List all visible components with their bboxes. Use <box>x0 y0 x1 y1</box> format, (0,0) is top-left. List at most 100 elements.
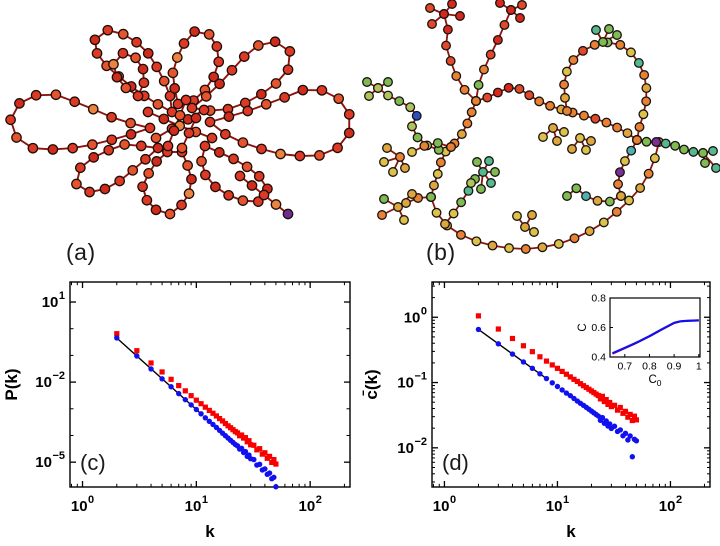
node <box>487 240 498 251</box>
node <box>27 142 39 154</box>
data-point <box>529 365 536 372</box>
data-point <box>603 418 609 424</box>
node <box>106 111 117 123</box>
node <box>482 92 493 103</box>
node <box>545 100 556 111</box>
node <box>47 144 59 155</box>
data-point <box>617 427 624 433</box>
node <box>473 79 484 90</box>
node <box>103 144 115 156</box>
node <box>503 82 514 93</box>
data-point <box>537 354 543 360</box>
node <box>581 145 591 155</box>
network-diagram-a <box>5 24 355 220</box>
tick-label: 102 <box>659 494 682 515</box>
node <box>211 41 223 52</box>
node <box>632 135 642 145</box>
node <box>210 181 221 193</box>
node <box>411 110 422 121</box>
node <box>407 147 417 157</box>
data-point <box>537 371 543 377</box>
node <box>598 37 608 47</box>
data-point <box>216 415 223 422</box>
node <box>560 92 570 103</box>
inset-plot: 0.7 0.8 0.9 1 0.4 0.6 0.8 C C0 <box>577 293 702 389</box>
node <box>492 35 503 45</box>
node <box>382 143 392 153</box>
node <box>562 191 572 201</box>
node <box>445 56 456 66</box>
node <box>512 211 522 221</box>
node <box>405 102 416 113</box>
node <box>441 40 452 51</box>
node <box>456 197 467 208</box>
node <box>241 161 253 173</box>
node <box>569 233 580 244</box>
data-point <box>202 404 208 410</box>
data-point <box>134 353 140 359</box>
node <box>67 142 79 154</box>
data-point <box>234 430 241 436</box>
tick-label: 10−1 <box>397 371 427 392</box>
data-point <box>554 365 561 371</box>
inset-y-tick-label: 0.6 <box>591 322 606 334</box>
node <box>619 156 630 167</box>
data-point <box>257 446 263 452</box>
node <box>343 108 355 120</box>
data-point <box>583 384 589 391</box>
inset-x-tick-label: 0.7 <box>617 361 632 373</box>
node <box>71 178 82 190</box>
node <box>641 83 652 94</box>
data-point <box>622 408 629 414</box>
node <box>164 208 176 220</box>
data-point <box>622 430 629 436</box>
tick-label: 10−5 <box>35 450 65 471</box>
node <box>88 152 100 163</box>
node <box>660 138 671 149</box>
node <box>586 136 596 146</box>
node <box>515 13 525 23</box>
node <box>592 195 603 206</box>
data-point <box>256 461 263 468</box>
node <box>412 132 423 143</box>
y-axis-label: P(k) <box>2 368 21 400</box>
node <box>119 139 130 150</box>
node <box>223 111 235 122</box>
node <box>190 112 202 124</box>
blue-circles-series <box>114 335 279 490</box>
node <box>102 24 114 36</box>
node <box>111 71 123 83</box>
node <box>198 104 210 116</box>
data-point <box>188 402 194 408</box>
node <box>604 24 614 34</box>
node <box>143 168 155 179</box>
tick-label: 10−2 <box>35 370 65 391</box>
node <box>196 155 207 167</box>
node <box>151 156 162 167</box>
node <box>520 244 531 254</box>
node <box>590 113 601 124</box>
data-point <box>271 474 277 481</box>
data-point <box>273 484 279 490</box>
node <box>297 84 309 96</box>
node <box>294 150 306 162</box>
node <box>364 91 374 101</box>
node <box>279 92 290 103</box>
node <box>649 153 660 164</box>
node <box>99 183 111 195</box>
data-point <box>595 392 601 399</box>
node <box>439 9 449 19</box>
node <box>708 146 718 156</box>
data-point <box>254 447 260 453</box>
node <box>208 71 220 83</box>
axes-layer: 100 101 102 100 10−1 10−2 k c̄(k) <box>362 281 711 541</box>
node <box>622 128 633 139</box>
node <box>106 134 118 146</box>
inset-y-label: C <box>577 323 589 331</box>
node <box>270 199 282 210</box>
node <box>478 167 488 177</box>
data-point <box>549 380 555 386</box>
node <box>527 210 537 220</box>
node <box>455 11 465 21</box>
